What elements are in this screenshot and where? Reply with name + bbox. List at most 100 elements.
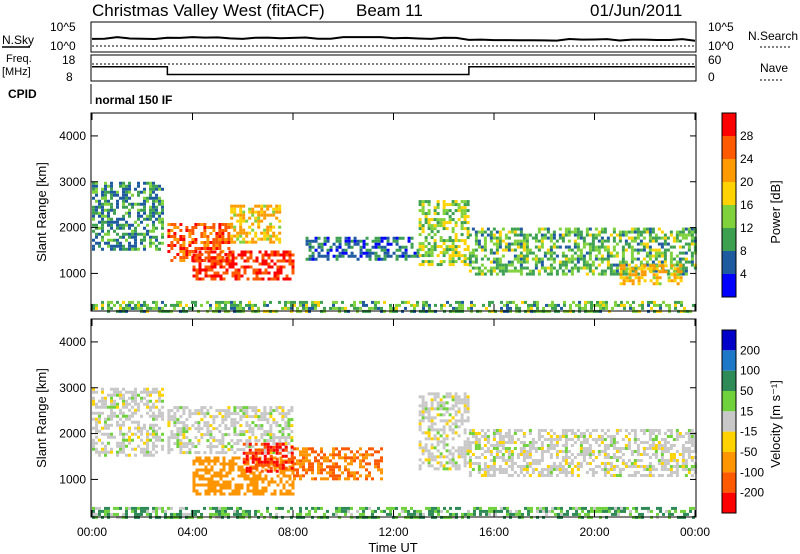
power-cell	[161, 235, 164, 239]
velocity-cell	[684, 462, 688, 465]
power-cell	[213, 259, 217, 263]
velocity-cell	[279, 471, 283, 475]
velocity-cell	[173, 418, 177, 422]
velocity-cell	[639, 429, 643, 432]
velocity-cell	[546, 471, 550, 474]
velocity-cell	[606, 444, 610, 447]
velocity-cell	[326, 471, 329, 475]
velocity-cell	[433, 434, 437, 438]
power-cell	[507, 236, 511, 240]
power-cell	[216, 262, 220, 266]
velocity-cell	[645, 447, 649, 450]
power-cell	[383, 248, 387, 252]
velocity-cell	[576, 438, 580, 441]
velocity-cell	[546, 432, 550, 435]
velocity-cell	[195, 471, 199, 475]
power-cell	[213, 271, 217, 275]
velocity-cell	[657, 441, 661, 444]
power-cell	[460, 200, 464, 204]
velocity-cell	[433, 398, 437, 402]
power-cell	[573, 263, 577, 267]
velocity-cell	[140, 429, 143, 433]
power-cell	[407, 239, 411, 243]
power-cell	[637, 267, 641, 271]
power-cell	[600, 245, 604, 249]
velocity-cell	[170, 512, 173, 516]
velocity-cell	[101, 447, 104, 451]
power-cell	[624, 239, 628, 243]
velocity-cell	[648, 468, 652, 471]
power-cell	[672, 269, 676, 273]
velocity-cell	[227, 448, 231, 452]
velocity-cell	[552, 444, 556, 447]
power-cell	[585, 260, 589, 264]
velocity-cell	[618, 456, 622, 459]
velocity-cell	[263, 418, 267, 422]
velocity-cell	[281, 409, 285, 413]
power-cell	[567, 230, 571, 234]
velocity-cell	[302, 459, 305, 463]
velocity-cell	[263, 460, 267, 464]
velocity-cell	[261, 492, 265, 496]
velocity-cell	[612, 468, 616, 471]
power-cell	[282, 250, 286, 254]
velocity-cell	[344, 509, 347, 513]
power-cell	[239, 216, 243, 220]
power-cell	[245, 240, 249, 244]
velocity-cell	[290, 451, 294, 455]
velocity-cell	[278, 424, 282, 428]
velocity-cell	[287, 427, 291, 431]
velocity-cell	[233, 430, 237, 434]
velocity-cell	[140, 396, 143, 400]
velocity-cell	[200, 427, 204, 431]
velocity-cell	[239, 406, 243, 410]
power-cell	[155, 193, 158, 197]
velocity-cell	[546, 465, 550, 468]
nsearch-tick-top: 10^5	[708, 20, 734, 34]
velocity-cell	[113, 393, 116, 397]
power-cell	[474, 242, 478, 246]
power-cell	[353, 254, 357, 258]
power-cell	[275, 216, 279, 220]
power-cell	[416, 248, 420, 252]
power-cell	[621, 230, 625, 234]
velocity-cell	[537, 432, 541, 435]
velocity-cell	[215, 445, 219, 449]
power-cell	[421, 203, 425, 207]
velocity-cell	[483, 474, 487, 477]
power-cell	[377, 306, 380, 310]
power-cell	[95, 187, 98, 191]
power-cell	[503, 303, 506, 307]
power-cell	[143, 226, 146, 230]
power-cell	[263, 216, 267, 220]
power-cell	[149, 214, 152, 218]
power-cell	[179, 300, 182, 304]
power-cell	[260, 219, 264, 223]
power-cell	[516, 242, 520, 246]
power-cell	[436, 221, 440, 225]
velocity-cell	[575, 512, 578, 516]
velocity-cell	[255, 474, 259, 478]
velocity-cell	[579, 450, 583, 453]
velocity-cell	[451, 395, 455, 399]
power-cell	[246, 265, 250, 269]
power-cell	[242, 219, 246, 223]
velocity-cell	[636, 459, 640, 462]
power-cell	[424, 236, 428, 240]
power-cell	[445, 209, 449, 213]
velocity-cell	[92, 402, 95, 406]
velocity-cell	[344, 447, 347, 451]
velocity-cell	[531, 462, 535, 465]
power-cell	[305, 236, 309, 240]
power-cell	[658, 282, 662, 286]
power-cell	[92, 211, 95, 215]
velocity-cell	[525, 462, 529, 465]
velocity-cell	[549, 447, 553, 450]
power-cell	[263, 231, 267, 235]
velocity-cell	[288, 489, 292, 493]
velocity-cell	[468, 447, 472, 450]
power-cell	[684, 266, 688, 270]
power-cell	[458, 303, 461, 307]
velocity-cell	[152, 423, 155, 427]
velocity-cell	[436, 431, 440, 435]
